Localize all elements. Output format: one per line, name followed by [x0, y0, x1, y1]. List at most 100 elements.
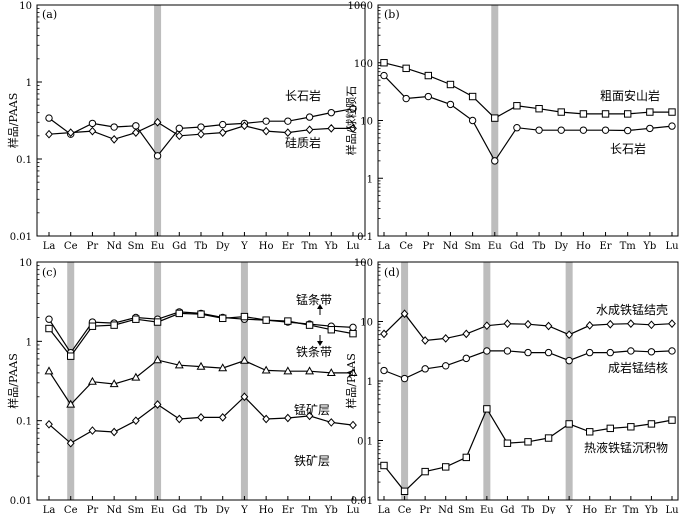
x-tick-label-yb: Yb [324, 241, 338, 252]
data-point [110, 427, 119, 437]
data-point [45, 324, 53, 333]
data-point [218, 363, 228, 372]
series-annotation: 铁条带 [296, 345, 332, 359]
data-point [197, 310, 205, 318]
x-tick-label-dy: Dy [554, 241, 568, 252]
y-tick-label: 10 [360, 318, 373, 329]
data-point [623, 126, 632, 135]
y-tick-label: 1 [367, 377, 373, 388]
data-point [305, 411, 314, 421]
data-point [380, 366, 388, 375]
data-point [524, 319, 532, 329]
series-annotation: 长石岩 [610, 141, 646, 156]
data-point [627, 423, 635, 431]
data-point [305, 125, 314, 135]
data-point [557, 126, 565, 134]
y-tick-label: 0.1 [357, 232, 373, 243]
y-axis-title: 样品/PAAS [6, 93, 20, 149]
x-tick-label-eu: Eu [151, 241, 165, 252]
data-point [380, 71, 388, 80]
x-tick-label-nd: Nd [438, 505, 454, 514]
data-point [175, 414, 184, 424]
plot-frame [36, 4, 366, 237]
x-tick-label-ho: Ho [259, 241, 274, 252]
data-point [283, 128, 292, 137]
y-tick-label: 0.1 [16, 155, 32, 166]
data-point [45, 419, 53, 429]
series-2 [380, 347, 676, 383]
x-tick-label-nd: Nd [107, 241, 123, 252]
data-point [544, 434, 553, 442]
y-tick-label: 1 [367, 174, 373, 185]
data-point [240, 121, 249, 131]
y-tick-label: 100 [354, 59, 373, 70]
x-tick-label-ce: Ce [64, 241, 78, 252]
data-point [668, 319, 676, 329]
y-axis-title: 样品/PAAS [6, 353, 20, 409]
panel-a: 0.01 0.1 1 10 La Ce Pr Nd Sm Eu Gd Tb Dy Y Ho Er Tm Yb Lu 样… [6, 1, 366, 252]
data-point [131, 372, 141, 381]
data-point [88, 126, 97, 136]
plot-frame [377, 261, 679, 501]
x-tick-label-gd: Gd [500, 505, 515, 514]
x-tick-label-dy: Dy [542, 505, 556, 514]
series-annotation: 锰条带 [296, 292, 332, 307]
data-point [424, 71, 433, 80]
data-point [175, 124, 183, 133]
data-point [66, 438, 75, 448]
data-point [175, 131, 184, 141]
series-annotation: 硅质岩 [285, 135, 321, 150]
series-annotation: 热液铁锰沉积物 [584, 440, 668, 455]
x-tick-label-tm: Tm [301, 505, 318, 514]
data-point [623, 110, 632, 118]
data-point [557, 108, 565, 116]
y-tick-label: 0.01 [351, 496, 373, 507]
x-tick-label-gd: Gd [510, 241, 525, 252]
y-axis-title: 样品/球粒陨石 [344, 86, 358, 156]
x-tick-label-la: La [43, 505, 56, 514]
x-tick-label-sm: Sm [128, 241, 145, 252]
data-point [402, 94, 410, 103]
highlight-band-eu [154, 262, 162, 500]
data-point [468, 92, 477, 101]
data-point [483, 405, 491, 413]
x-tick-label-pr: Pr [87, 505, 99, 514]
x-tick-label-dy: Dy [216, 505, 230, 514]
data-point [424, 92, 433, 101]
data-point [349, 323, 357, 332]
y-tick-label: 1 [26, 78, 32, 89]
data-point [262, 414, 271, 424]
data-point [174, 360, 184, 369]
data-point [462, 354, 470, 363]
x-tick-label-tb: Tb [194, 505, 207, 514]
x-tick-label-nd: Nd [443, 241, 459, 252]
data-point [153, 117, 162, 127]
data-point [646, 108, 654, 116]
data-point [219, 314, 227, 323]
y-tick-label: 10 [19, 1, 32, 12]
data-point [524, 438, 532, 446]
data-point [524, 348, 532, 357]
y-tick-label: 1 [26, 337, 32, 348]
data-point [503, 319, 512, 329]
series-annotation: 水成铁锰结壳 [596, 302, 668, 317]
data-point [402, 64, 410, 73]
data-point [400, 487, 409, 496]
x-tick-label-la: La [43, 241, 56, 252]
x-tick-label-dy: Dy [216, 241, 230, 252]
x-tick-label-eu: Eu [488, 241, 502, 252]
data-point [647, 320, 656, 330]
series-3 [44, 355, 358, 408]
panel-label: (d) [384, 266, 400, 279]
data-point [544, 348, 553, 357]
x-tick-label-er: Er [604, 505, 616, 514]
series-1 [380, 59, 676, 122]
data-point [668, 416, 676, 424]
data-point [483, 347, 491, 355]
data-point [601, 126, 610, 134]
data-point [218, 413, 227, 422]
y-tick-label: 1000 [348, 1, 373, 12]
data-point [153, 318, 162, 326]
data-point [544, 321, 553, 331]
panel-label: (b) [384, 8, 400, 21]
